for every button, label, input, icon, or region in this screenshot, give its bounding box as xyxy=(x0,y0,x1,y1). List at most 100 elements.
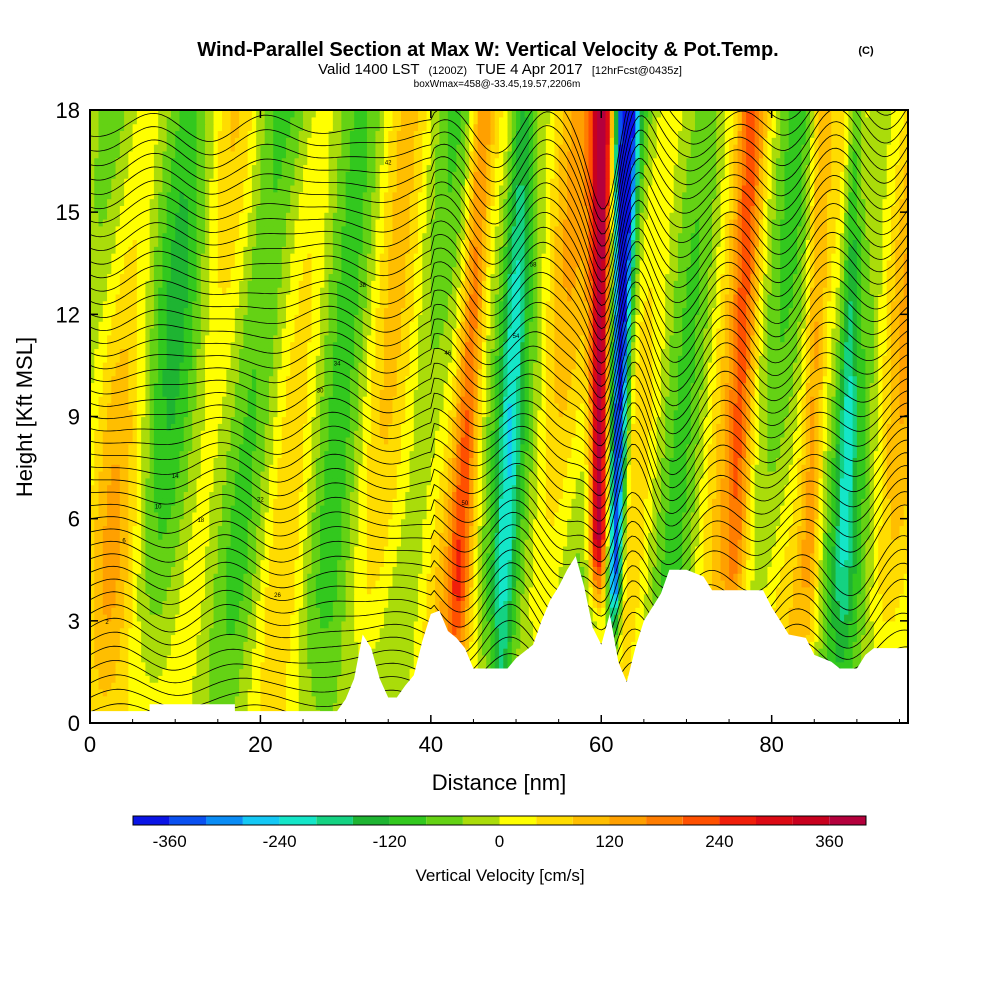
field-cell xyxy=(345,688,351,697)
field-cell xyxy=(183,634,189,642)
field-cell xyxy=(132,661,138,670)
field-cell xyxy=(413,641,419,649)
field-cell xyxy=(205,545,210,554)
field-cell xyxy=(652,559,658,567)
field-cell xyxy=(499,641,504,649)
field-cell xyxy=(128,552,134,561)
field-cell xyxy=(281,573,287,581)
field-cell xyxy=(401,648,406,656)
field-cell xyxy=(226,552,232,561)
field-cell xyxy=(128,648,134,656)
field-cell xyxy=(827,573,832,581)
field-cell xyxy=(805,566,811,574)
field-cell xyxy=(358,566,364,574)
field-cell xyxy=(179,634,185,642)
field-cell xyxy=(643,559,649,567)
field-cell xyxy=(528,579,534,588)
field-cell xyxy=(477,600,483,608)
field-cell xyxy=(187,573,193,581)
field-cell xyxy=(413,634,419,642)
field-cell xyxy=(362,586,368,595)
field-cell xyxy=(447,559,453,567)
field-cell xyxy=(516,545,521,554)
field-cell xyxy=(196,661,202,670)
field-cell xyxy=(213,675,219,683)
field-cell xyxy=(239,614,244,622)
field-cell xyxy=(303,627,308,636)
field-cell xyxy=(405,668,411,676)
field-cell xyxy=(537,620,543,629)
field-cell xyxy=(328,620,334,629)
field-cell xyxy=(541,545,547,554)
field-cell xyxy=(111,668,117,676)
field-cell xyxy=(831,641,837,649)
field-cell xyxy=(222,559,227,567)
field-cell xyxy=(588,614,594,622)
field-cell xyxy=(771,600,777,608)
field-cell xyxy=(230,614,236,622)
field-cell xyxy=(132,559,138,567)
field-cell xyxy=(422,627,428,636)
chart-subtitle: Valid 1400 LST (1200Z) TUE 4 Apr 2017 [1… xyxy=(318,61,682,78)
field-cell xyxy=(388,661,394,670)
field-cell xyxy=(209,593,215,601)
field-cell xyxy=(827,607,832,615)
field-cell xyxy=(447,607,453,615)
field-cell xyxy=(839,586,845,595)
field-cell xyxy=(882,552,888,561)
field-cell xyxy=(141,586,146,595)
field-cell xyxy=(413,648,419,656)
field-cell xyxy=(550,545,555,554)
field-cell xyxy=(222,627,227,636)
field-cell xyxy=(626,654,632,663)
field-cell xyxy=(839,600,845,608)
field-cell xyxy=(771,593,777,601)
field-cell xyxy=(392,641,398,649)
field-cell xyxy=(209,552,215,561)
field-cell xyxy=(303,695,308,704)
field-cell xyxy=(341,682,347,690)
field-cell xyxy=(588,552,594,561)
field-cell xyxy=(251,688,257,697)
field-cell xyxy=(528,593,534,601)
field-cell xyxy=(392,648,398,656)
field-cell xyxy=(784,586,790,595)
field-cell xyxy=(277,593,283,601)
field-cell xyxy=(239,648,244,656)
field-cell xyxy=(268,702,274,710)
field-cell xyxy=(443,593,449,601)
field-cell xyxy=(528,566,534,574)
field-cell xyxy=(541,607,547,615)
field-cell xyxy=(405,614,411,622)
field-cell xyxy=(119,661,125,670)
field-cell xyxy=(388,573,394,581)
field-cell xyxy=(524,620,530,629)
field-cell xyxy=(277,668,283,676)
field-cell xyxy=(94,607,100,615)
field-cell xyxy=(141,593,146,601)
field-cell xyxy=(588,573,594,581)
field-cell xyxy=(251,614,257,622)
field-cell xyxy=(196,654,202,663)
field-cell xyxy=(187,545,193,554)
field-cell xyxy=(452,600,457,608)
field-cell xyxy=(596,579,602,588)
field-cell xyxy=(579,559,585,567)
field-cell xyxy=(90,641,95,649)
field-cell xyxy=(831,559,837,567)
field-cell xyxy=(303,552,308,561)
field-cell xyxy=(94,634,100,642)
field-cell xyxy=(349,579,355,588)
field-cell xyxy=(124,661,129,670)
field-cell xyxy=(128,634,134,642)
field-cell xyxy=(890,614,896,622)
field-cell xyxy=(729,559,734,567)
field-cell xyxy=(456,593,462,601)
field-cell xyxy=(328,682,334,690)
field-cell xyxy=(873,593,879,601)
field-cell xyxy=(596,627,602,636)
field-cell xyxy=(102,579,108,588)
field-cell xyxy=(558,545,564,554)
field-cell xyxy=(810,593,815,601)
field-cell xyxy=(605,545,611,554)
